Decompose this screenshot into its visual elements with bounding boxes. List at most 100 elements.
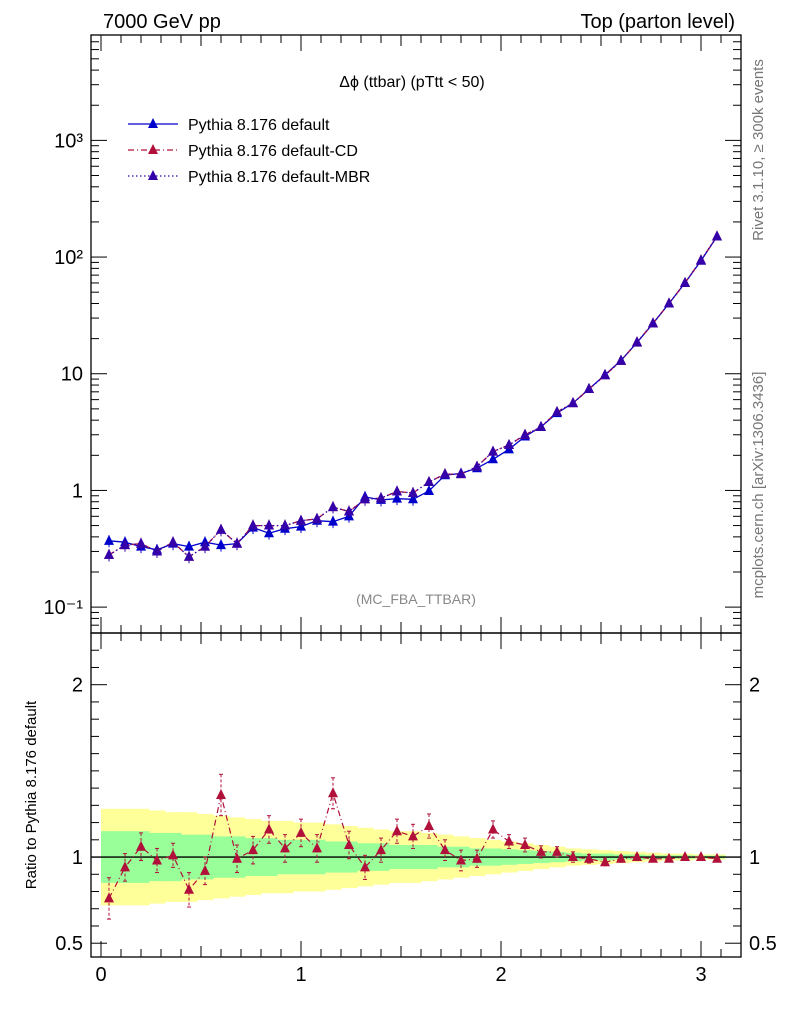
data-point <box>280 519 290 530</box>
ratio-point <box>600 856 610 867</box>
ratio-point <box>408 830 418 841</box>
ratio-point <box>376 844 386 855</box>
ratio-point <box>184 883 194 894</box>
data-point <box>456 468 466 479</box>
ratio-series-line-0 <box>108 791 718 899</box>
data-point <box>296 514 306 525</box>
data-point <box>488 445 498 456</box>
data-point <box>616 354 626 365</box>
ratio-point <box>584 852 594 863</box>
ratio-y-tick-label-right: 1 <box>749 847 760 869</box>
data-point <box>232 537 242 548</box>
data-point <box>184 540 194 551</box>
legend-marker-mbr <box>148 170 158 180</box>
legend: Pythia 8.176 default Pythia 8.176 defaul… <box>128 117 370 186</box>
data-point <box>136 537 146 548</box>
ratio-point <box>344 838 354 849</box>
y-tick-label: 10² <box>54 247 83 269</box>
ratio-y-tick-label-left: 2 <box>72 675 83 697</box>
ratio-panel: 0.5 0.5 1 1 2 2 0 1 2 3 Ratio to Pythia 8.176 def… <box>23 632 777 986</box>
data-point <box>424 476 434 487</box>
y-tick-label: 10 <box>61 364 83 386</box>
ratio-point <box>680 851 690 862</box>
ratio-point <box>216 789 226 799</box>
y-tick-label: 10³ <box>54 130 83 152</box>
x-tick-label: 2 <box>495 964 506 986</box>
legend-entry-mbr: Pythia 8.176 default-MBR <box>128 169 370 186</box>
ratio-point <box>696 851 706 862</box>
ratio-point <box>632 851 642 862</box>
ratio-ticks: 0.5 0.5 1 1 2 2 0 1 2 3 <box>55 633 777 986</box>
mcplots-label: mcplots.cern.ch [arXiv:1306.3436] <box>750 372 767 599</box>
x-tick-label: 3 <box>695 964 706 986</box>
data-point <box>632 336 642 347</box>
data-point <box>328 515 338 526</box>
ratio-point <box>168 849 178 860</box>
ratio-point <box>520 838 530 849</box>
ratio-y-tick-label-right: 0.5 <box>749 933 777 955</box>
legend-label-default: Pythia 8.176 default <box>188 117 330 134</box>
ratio-ylabel: Ratio to Pythia 8.176 default <box>23 700 40 889</box>
ratio-point <box>504 835 514 846</box>
main-marks <box>104 230 722 564</box>
data-point <box>264 527 274 538</box>
data-point <box>408 487 418 498</box>
data-point <box>696 254 706 265</box>
main-ticks: 10⁻¹ 1 10 10² 10³ <box>44 34 742 634</box>
ratio-y-tick-label-left: 0.5 <box>55 933 83 955</box>
analysis-tag: (MC_FBA_TTBAR) <box>356 591 476 607</box>
ratio-point <box>264 823 274 834</box>
ratio-point <box>280 842 290 853</box>
ratio-point <box>120 861 130 872</box>
data-point <box>168 536 178 547</box>
data-point <box>184 550 194 561</box>
ratio-point <box>648 852 658 863</box>
ratio-y-tick-label-right: 2 <box>749 675 760 697</box>
ratio-point <box>552 845 562 856</box>
ratio-point <box>424 820 434 831</box>
legend-entry-cd: Pythia 8.176 default-CD <box>128 143 358 160</box>
data-point <box>392 485 402 496</box>
ratio-point <box>152 854 162 865</box>
ratio-point <box>296 826 306 837</box>
data-point <box>376 492 386 503</box>
ratio-frame <box>90 632 742 958</box>
data-point <box>104 548 114 559</box>
data-point <box>536 420 546 431</box>
data-point <box>216 539 226 550</box>
data-point <box>520 428 530 439</box>
data-point <box>360 493 370 504</box>
data-point <box>568 397 578 408</box>
data-point <box>344 505 354 516</box>
legend-label-cd: Pythia 8.176 default-CD <box>188 143 358 160</box>
data-point <box>120 539 130 550</box>
series-line-1 <box>108 236 718 558</box>
ratio-point <box>456 854 466 865</box>
ratio-point <box>328 787 338 798</box>
header-left: 7000 GeV pp <box>103 11 221 33</box>
legend-entry-default: Pythia 8.176 default <box>128 117 330 134</box>
data-point <box>328 501 338 512</box>
y-tick-label: 10⁻¹ <box>44 597 84 619</box>
x-tick-label: 1 <box>295 964 306 986</box>
ratio-point <box>440 844 450 855</box>
ratio-point <box>472 852 482 863</box>
ratio-point <box>136 840 146 851</box>
data-point <box>264 519 274 530</box>
ratio-point <box>232 852 242 863</box>
ratio-point <box>712 852 722 863</box>
data-point <box>248 519 258 530</box>
data-point <box>472 460 482 471</box>
ratio-point <box>616 852 626 863</box>
legend-label-mbr: Pythia 8.176 default-MBR <box>188 169 370 186</box>
ratio-point <box>488 823 498 834</box>
header-right: Top (parton level) <box>580 11 735 33</box>
data-point <box>584 383 594 394</box>
data-point <box>680 276 690 287</box>
ratio-point <box>104 892 114 903</box>
data-point <box>664 297 674 308</box>
ratio-point <box>200 864 210 875</box>
data-point <box>312 512 322 523</box>
ratio-y-tick-label-left: 1 <box>72 847 83 869</box>
